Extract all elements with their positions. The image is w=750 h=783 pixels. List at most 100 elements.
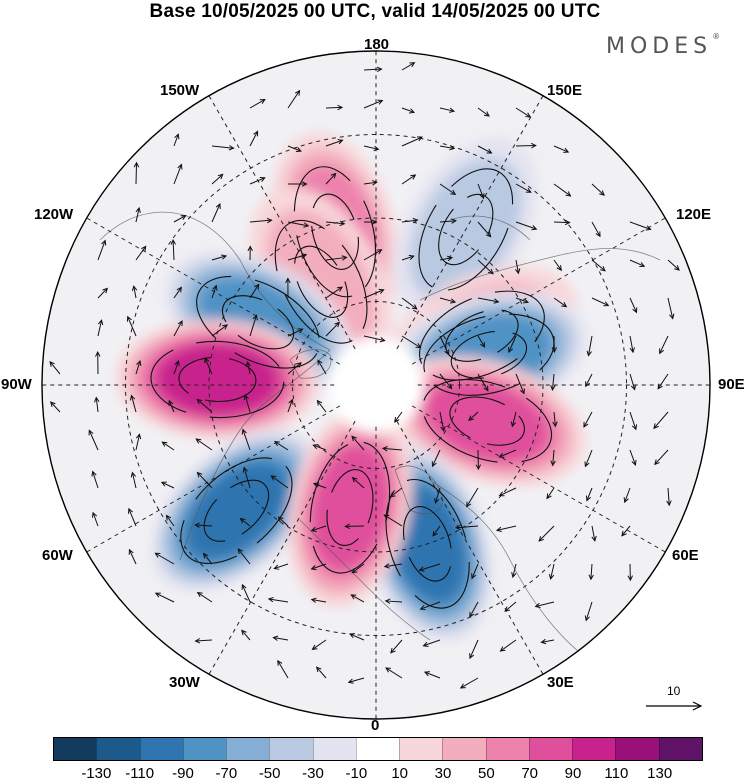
wind-arrow — [591, 221, 601, 238]
wind-arrow — [499, 639, 517, 652]
colorbar-swatch — [528, 738, 573, 760]
wind-arrow — [363, 335, 386, 343]
wind-arrow — [550, 373, 556, 391]
wind-arrow — [419, 601, 441, 611]
wind-arrow — [196, 398, 213, 413]
wind-arrow — [135, 433, 142, 451]
polar-cap — [328, 337, 424, 433]
wind-arrow — [659, 335, 669, 355]
colorbar-tick-label: -30 — [302, 765, 324, 782]
meridian-line — [396, 420, 544, 675]
wind-arrow — [135, 206, 141, 223]
wind-arrow — [97, 239, 107, 261]
meridian-line — [411, 405, 666, 553]
wind-arrow — [475, 449, 482, 471]
wind-arrow — [477, 335, 486, 348]
wind-arrow — [385, 667, 403, 679]
streamline — [294, 245, 349, 318]
wind-arrow — [129, 394, 137, 413]
wind-arrow — [629, 297, 638, 314]
wind-arrow — [95, 350, 101, 375]
colorbar-tick-label: 10 — [391, 765, 408, 782]
wind-arrow — [204, 357, 213, 375]
wind-arrow — [552, 411, 558, 428]
lon-label-30e: 30E — [547, 674, 574, 691]
anomaly-contour — [425, 380, 549, 462]
wind-arrow — [439, 373, 453, 390]
wind-arrow — [127, 507, 137, 527]
wind-arrow — [195, 438, 213, 451]
wind-arrow — [546, 487, 555, 500]
wind-arrow — [249, 99, 266, 109]
wind-arrow — [91, 511, 99, 527]
wind-arrow — [515, 297, 529, 304]
lon-label-60w: 60W — [42, 547, 73, 564]
wind-arrow — [245, 360, 251, 375]
colorbar-swatch — [658, 738, 702, 760]
wind-arrow — [439, 411, 446, 432]
wind-arrow — [477, 297, 500, 304]
streamline — [450, 330, 528, 379]
wind-arrow — [585, 487, 593, 502]
wind-arrow — [173, 163, 183, 185]
wind-arrow — [667, 259, 680, 271]
wind-arrow — [325, 104, 344, 111]
wind-arrow — [325, 255, 348, 261]
wind-arrow — [584, 449, 593, 468]
wind-arrow — [477, 183, 485, 200]
wind-arrow — [363, 99, 384, 109]
wind-arrow — [629, 259, 646, 268]
wind-arrow — [267, 596, 289, 603]
wind-arrow — [310, 563, 327, 571]
colorbar-swatch — [139, 738, 183, 760]
wind-arrow — [347, 677, 365, 684]
wind-arrow — [401, 107, 416, 114]
wind-arrow — [237, 548, 251, 565]
wind-arrow — [654, 449, 669, 466]
wind-arrow — [325, 286, 343, 299]
wind-arrow — [439, 297, 457, 304]
colorbar-swatch — [572, 738, 616, 760]
meridian-line — [396, 95, 544, 350]
wind-arrow — [351, 563, 365, 574]
wind-arrow — [196, 471, 213, 489]
wind-arrow — [591, 297, 610, 307]
wind-arrow — [469, 639, 479, 660]
wind-arrow — [390, 639, 403, 654]
wind-arrow — [439, 218, 457, 224]
wind-arrow — [88, 429, 99, 451]
wind-arrow — [211, 145, 235, 151]
wind-arrow — [629, 335, 635, 354]
wind-arrow — [194, 522, 213, 528]
wind-arrow — [173, 286, 182, 299]
wind-arrow — [249, 283, 260, 299]
colorbar-tick-label: -10 — [345, 765, 368, 782]
wind-arrow — [394, 411, 403, 423]
wind-arrow — [363, 180, 378, 186]
wind-arrow — [315, 666, 327, 679]
wind-arrow — [583, 411, 593, 428]
wind-arrow — [312, 482, 327, 489]
wind-arrow — [553, 145, 570, 153]
wind-arrow — [621, 525, 631, 537]
wind-arrow — [401, 254, 415, 261]
streamline — [150, 340, 285, 419]
wind-arrow — [439, 183, 457, 196]
wind-arrow — [477, 145, 493, 154]
latitude-circle — [208, 217, 544, 553]
colorbar-swatch — [485, 738, 529, 760]
wind-arrow — [551, 335, 558, 354]
streamline — [178, 356, 257, 403]
wind-arrow — [241, 428, 251, 451]
streamline — [310, 193, 359, 270]
streamline — [418, 168, 514, 291]
colorbar-swatch — [269, 738, 313, 760]
wind-arrow — [538, 525, 555, 542]
wind-arrow — [170, 238, 176, 261]
wind-arrow — [310, 525, 327, 532]
graticule — [42, 51, 710, 719]
wind-arrow — [49, 360, 61, 375]
wind-arrow — [130, 471, 137, 489]
colorbar-tick-label: 110 — [604, 765, 629, 782]
wind-arrow — [165, 514, 175, 527]
